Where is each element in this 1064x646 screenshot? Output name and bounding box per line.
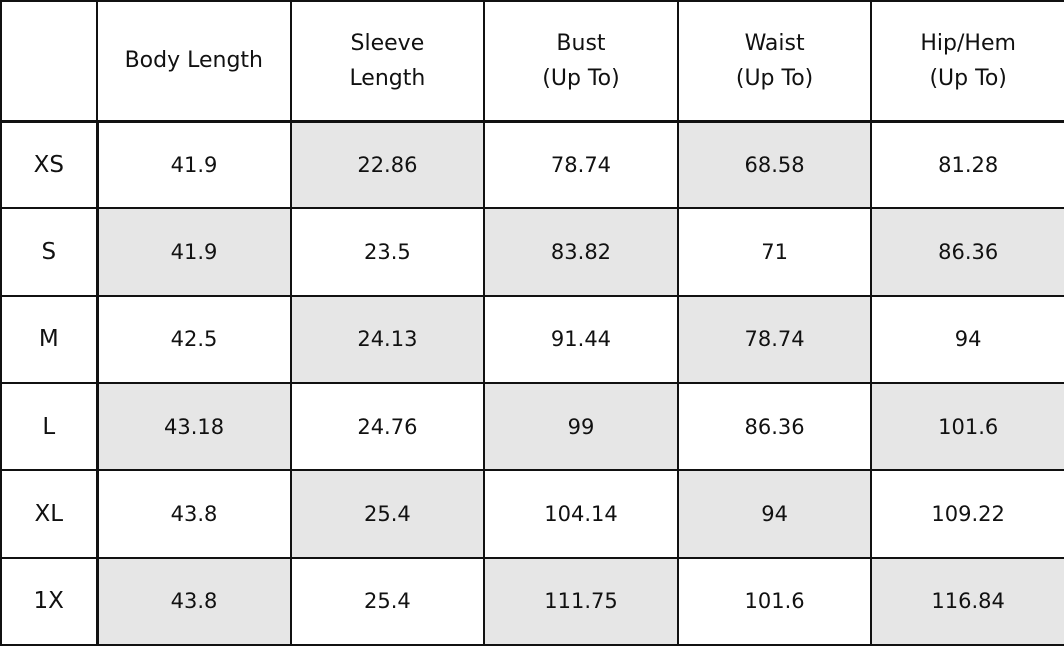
- table-cell: 109.22: [870, 469, 1064, 559]
- header-bust: Bust (Up To): [483, 0, 679, 123]
- header-label: Bust: [556, 30, 606, 56]
- size-label: M: [0, 294, 99, 384]
- header-label: Length: [349, 65, 426, 91]
- header-label: (Up To): [735, 65, 814, 91]
- table-cell: 22.86: [289, 119, 486, 210]
- table-cell: 43.18: [96, 381, 292, 472]
- header-hip-hem: Hip/Hem (Up To): [870, 0, 1064, 123]
- table-cell: 41.9: [96, 207, 292, 297]
- table-row: S 41.9 23.5 83.82 71 86.36: [0, 207, 1064, 297]
- table-cell: 71: [676, 207, 873, 297]
- table-cell: 78.74: [483, 119, 679, 210]
- header-corner: [0, 0, 98, 123]
- table-row: L 43.18 24.76 99 86.36 101.6: [0, 381, 1064, 472]
- table-cell: 101.6: [870, 381, 1064, 472]
- table-row: M 42.5 24.13 91.44 78.74 94: [0, 294, 1064, 384]
- table-cell: 81.28: [870, 119, 1064, 210]
- header-label: (Up To): [929, 65, 1007, 91]
- table-cell: 24.76: [289, 381, 486, 472]
- table-cell: 42.5: [96, 294, 292, 384]
- table-cell: 25.4: [289, 469, 486, 559]
- header-body-length: Body Length: [96, 0, 292, 123]
- table-row: 1X 43.8 25.4 111.75 101.6 116.84: [0, 556, 1064, 646]
- table-row: XL 43.8 25.4 104.14 94 109.22: [0, 469, 1064, 559]
- size-label: S: [0, 207, 99, 297]
- table-cell: 43.8: [96, 556, 292, 646]
- header-waist: Waist (Up To): [676, 0, 873, 123]
- size-label: XS: [0, 119, 99, 210]
- table-cell: 104.14: [483, 469, 679, 559]
- table-cell: 86.36: [676, 381, 873, 472]
- header-label: Body Length: [124, 48, 263, 74]
- table-cell: 91.44: [483, 294, 679, 384]
- header-label: Sleeve: [350, 30, 425, 56]
- table-cell: 78.74: [676, 294, 873, 384]
- table-cell: 94: [676, 469, 873, 559]
- header-label: Waist: [744, 30, 805, 56]
- header-row: Body Length Sleeve Length Bust (Up To) W…: [0, 0, 1064, 123]
- table-cell: 24.13: [289, 294, 486, 384]
- table-cell: 25.4: [289, 556, 486, 646]
- table-cell: 43.8: [96, 469, 292, 559]
- header-sleeve-length: Sleeve Length: [289, 0, 486, 123]
- table-cell: 86.36: [870, 207, 1064, 297]
- table-cell: 83.82: [483, 207, 679, 297]
- table-cell: 111.75: [483, 556, 679, 646]
- header-label: Hip/Hem: [920, 30, 1016, 56]
- size-label: 1X: [0, 556, 99, 646]
- size-label: XL: [0, 469, 99, 559]
- size-label: L: [0, 381, 99, 472]
- table-cell: 94: [870, 294, 1064, 384]
- table-row: XS 41.9 22.86 78.74 68.58 81.28: [0, 119, 1064, 210]
- table-cell: 99: [483, 381, 679, 472]
- table-cell: 101.6: [676, 556, 873, 646]
- table-cell: 68.58: [676, 119, 873, 210]
- table-cell: 116.84: [870, 556, 1064, 646]
- table-cell: 23.5: [289, 207, 486, 297]
- table-cell: 41.9: [96, 119, 292, 210]
- header-label: (Up To): [542, 65, 620, 91]
